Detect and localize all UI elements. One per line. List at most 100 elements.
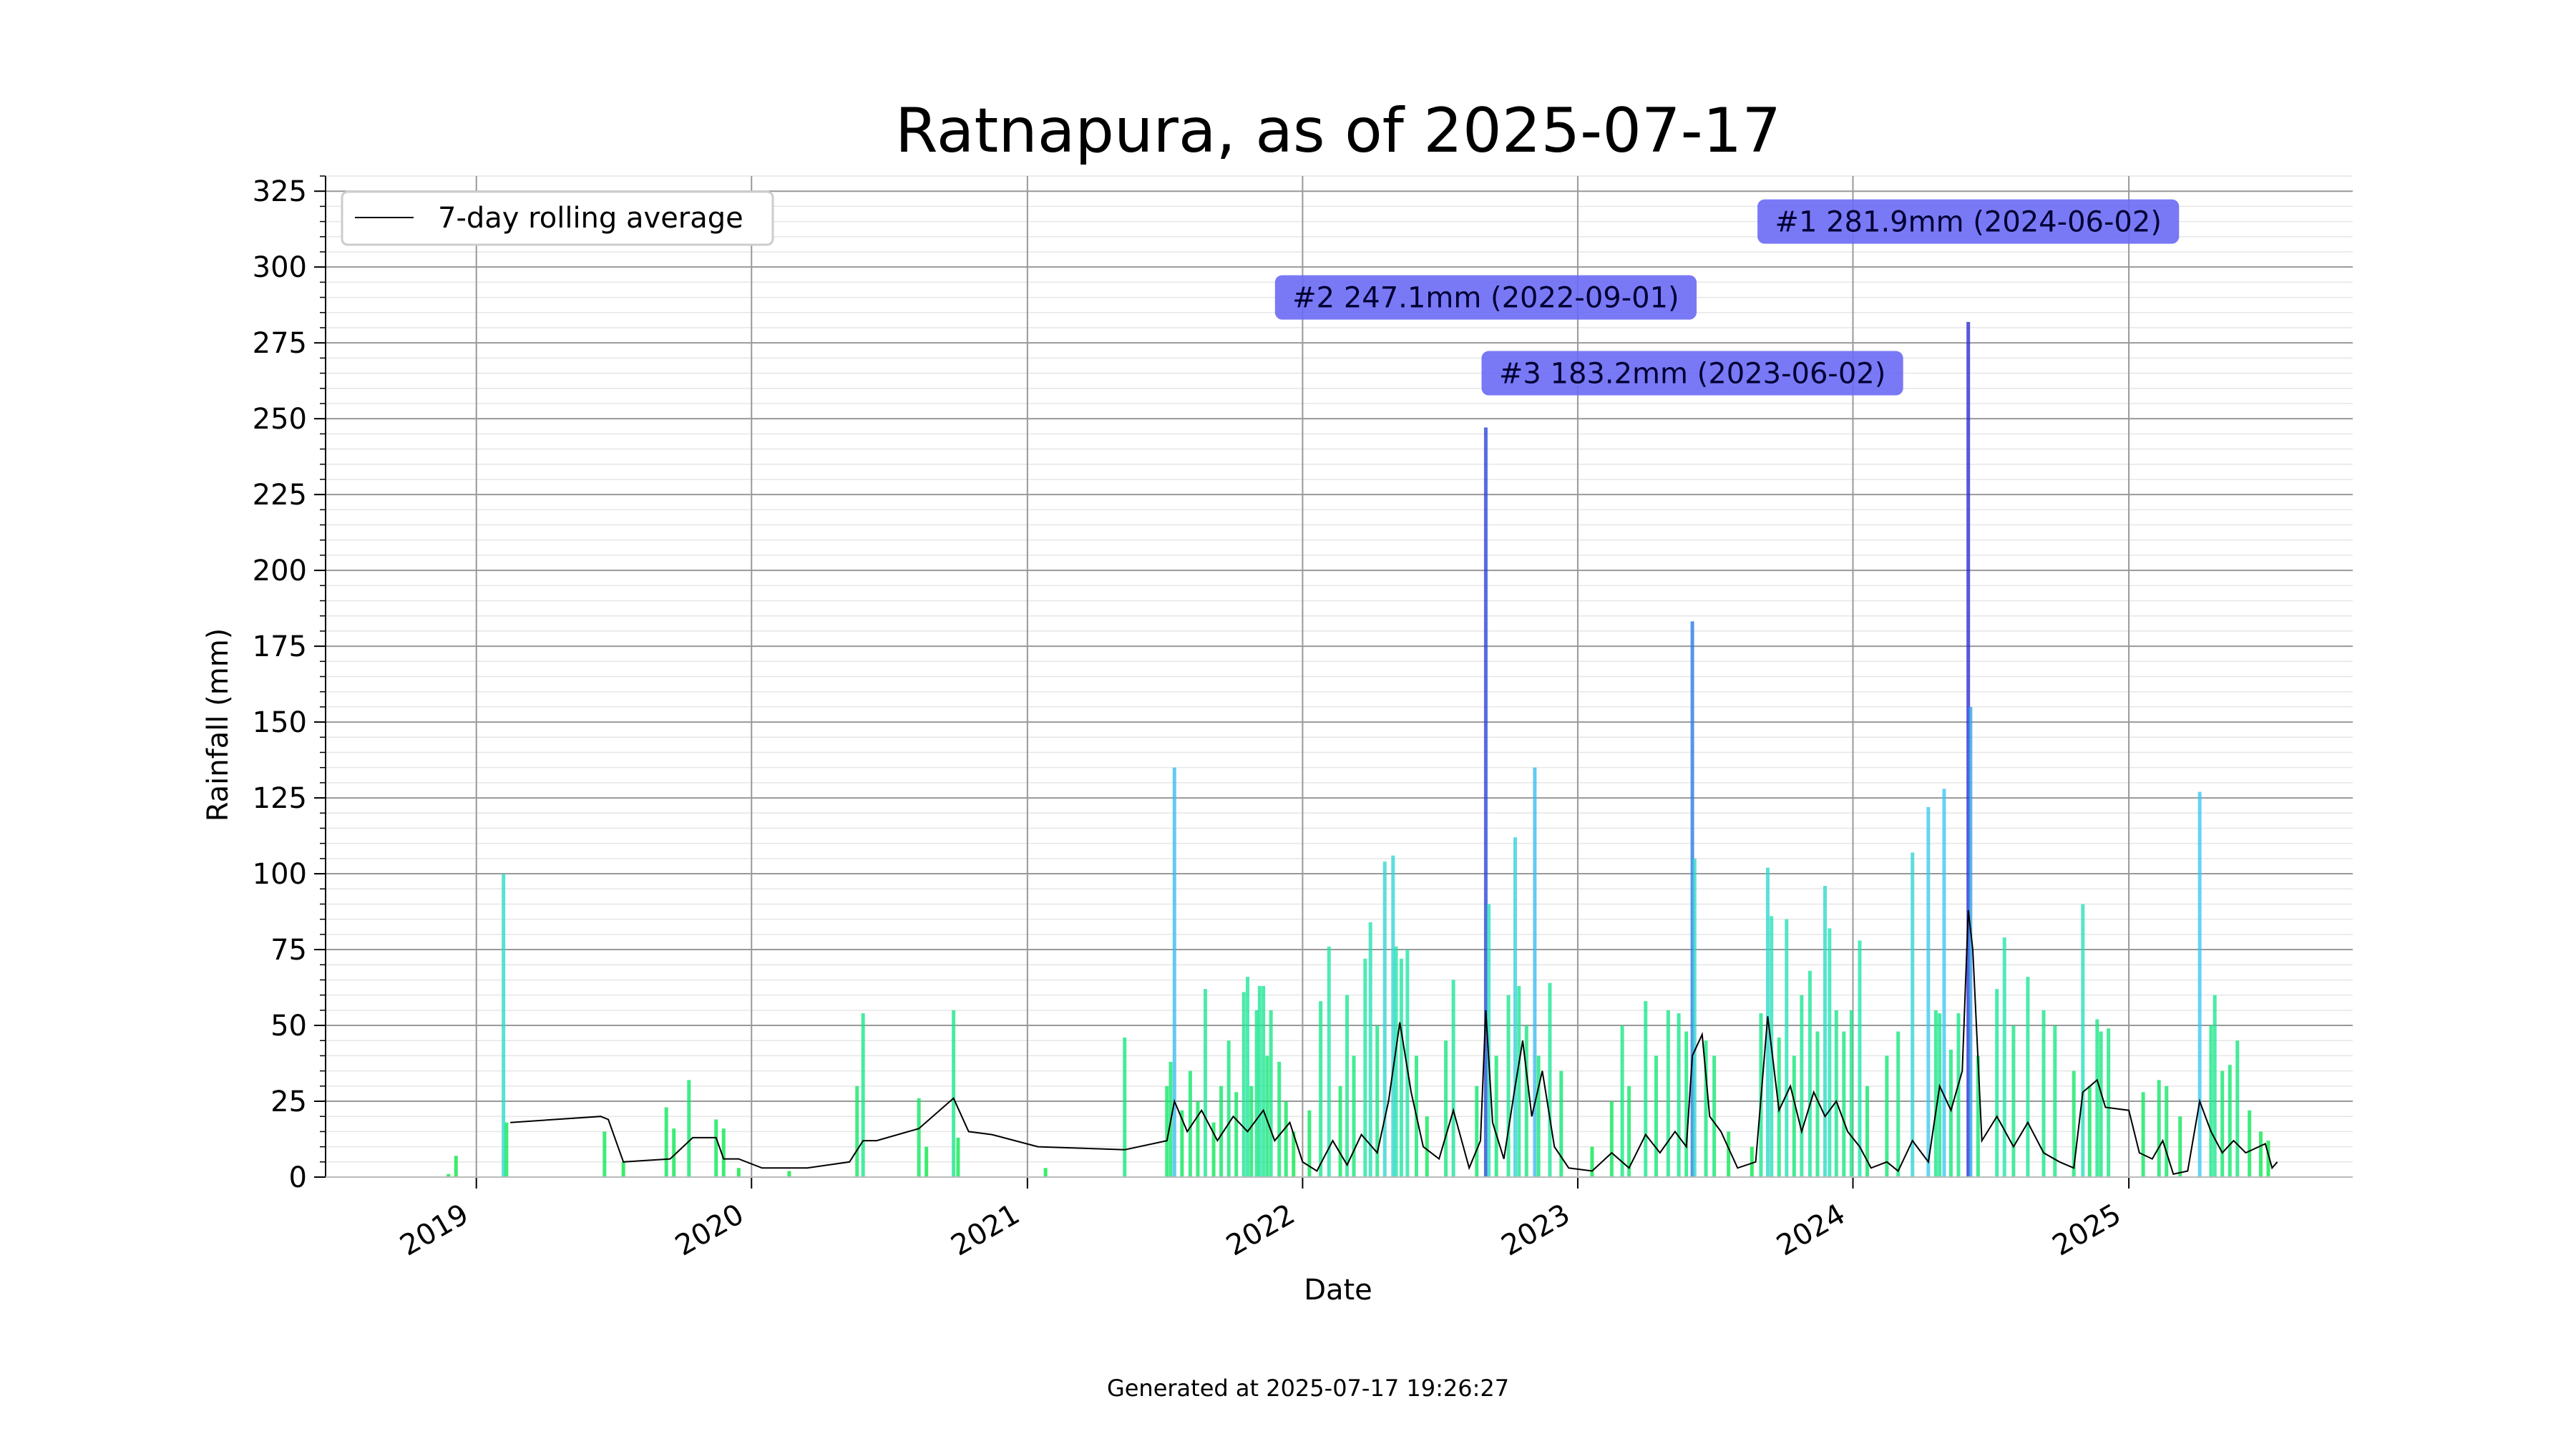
rainfall-bar (1375, 1025, 1380, 1177)
rainfall-bar (924, 1146, 929, 1177)
rainfall-bar (1188, 1070, 1192, 1177)
annotation-box-2 (1274, 275, 1697, 320)
y-tick-label: 300 (253, 251, 307, 284)
generated-timestamp: Generated at 2025-07-17 19:26:27 (1107, 1375, 1509, 1402)
rainfall-bar (1800, 995, 1804, 1177)
rainfall-bar (1858, 940, 1862, 1177)
rainfall-bar (1712, 1055, 1717, 1177)
rainfall-bar (1363, 958, 1367, 1177)
rainfall-bar (1968, 706, 1973, 1177)
rainfall-bar (1692, 858, 1697, 1177)
rainfall-bar (1750, 1146, 1754, 1177)
rainfall-bar (664, 1107, 668, 1177)
rainfall-bar (2087, 1085, 2092, 1177)
rainfall-bar (447, 1174, 451, 1177)
rainfall-bar (2209, 1025, 2213, 1177)
rainfall-bar (1338, 1085, 1342, 1177)
rainfall-bar (1506, 995, 1511, 1177)
rainfall-bar (1896, 1031, 1901, 1177)
rainfall-bar (1211, 1122, 1216, 1177)
rainfall-bar (1517, 985, 1521, 1177)
rainfall-bar (1494, 1055, 1498, 1177)
rainfall-bar (1627, 1085, 1631, 1177)
rainfall-bar (787, 1171, 791, 1177)
annotation-label-2: #2 247.1mm (2022-09-01) (1292, 282, 1679, 315)
rainfall-bar (621, 1161, 625, 1177)
rainfall-bar (2248, 1110, 2252, 1177)
rolling-average-line (510, 909, 2278, 1175)
minor-gridlines (326, 175, 2353, 1163)
rainfall-bar (1257, 985, 1262, 1177)
rainfall-bar (1284, 1101, 1288, 1177)
rainfall-bar (1399, 958, 1403, 1177)
y-axis-label: Rainfall (mm) (202, 628, 235, 822)
y-tick-label: 225 (253, 479, 307, 512)
rainfall-bar (2266, 1141, 2270, 1177)
rainfall-bar (2041, 1010, 2046, 1177)
rainfall-bar (1241, 992, 1246, 1177)
rainfall-bar (1620, 1025, 1624, 1177)
rainfall-bar (855, 1085, 859, 1177)
rainfall-bar (1815, 1031, 1820, 1177)
rainfall-bar (1172, 767, 1176, 1177)
x-axis-label: Date (1304, 1274, 1372, 1307)
rainfall-bar (1834, 1010, 1838, 1177)
rainfall-bar (1533, 767, 1537, 1177)
rainfall-bar (1219, 1085, 1224, 1177)
rainfall-bar (1966, 321, 1971, 1178)
y-tick-label: 100 (253, 858, 307, 891)
rolling-average-series (510, 909, 2278, 1175)
rainfall-bar (1828, 928, 1832, 1177)
rainfall-bar (1327, 946, 1331, 1177)
rainfall-bar (1180, 1110, 1184, 1177)
rainfall-bar (2081, 904, 2085, 1177)
rainfall-bar (602, 1131, 607, 1177)
peak-annotations: #1 281.9mm (2024-06-02) #2 247.1mm (2022-… (1274, 199, 2180, 396)
rainfall-bar (1262, 985, 1266, 1177)
y-tick-label: 150 (253, 706, 307, 739)
rainfall-bar (1792, 1055, 1796, 1177)
rainfall-bar (2026, 977, 2030, 1177)
legend-box (341, 190, 774, 246)
rainfall-bar (1785, 919, 1789, 1177)
rainfall-bar (1865, 1085, 1870, 1177)
rainfall-bar (956, 1137, 960, 1177)
rainfall-bar (2220, 1070, 2225, 1177)
rainfall-bar (2178, 1116, 2182, 1177)
rainfall-bar (672, 1128, 676, 1177)
rainfall-bar (1609, 1101, 1614, 1177)
rainfall-bar (1394, 946, 1398, 1177)
rainfall-bar (721, 1128, 726, 1177)
rainfall-bar (454, 1156, 458, 1177)
rainfall-bar (1245, 977, 1249, 1177)
rainfall-bar (1123, 1037, 1127, 1177)
rainfall-bar (1807, 970, 1812, 1177)
rainfall-bar (736, 1168, 741, 1177)
rainfall-bar (1536, 1055, 1541, 1177)
annotation-label-1: #1 281.9mm (2024-06-02) (1775, 206, 2162, 239)
rainfall-bar (1234, 1092, 1239, 1177)
rainfall-bar (2197, 791, 2202, 1177)
rainfall-bar (714, 1119, 718, 1177)
rainfall-bar (2053, 1025, 2057, 1177)
rainfall-bar (1823, 886, 1828, 1177)
rainfall-bar (2235, 1040, 2240, 1177)
rainfall-bar (1382, 862, 1387, 1177)
rainfall-bar (2141, 1092, 2145, 1177)
rainfall-bar (1948, 1049, 1953, 1177)
annotation-label-3: #3 183.2mm (2023-06-02) (1499, 358, 1886, 391)
rainfall-bar (861, 1013, 865, 1177)
rainfall-bar (1475, 1085, 1479, 1177)
rainfall-bar (2099, 1031, 2103, 1177)
rainfall-bar (1590, 1146, 1594, 1177)
rainfall-bar (504, 1122, 509, 1177)
rainfall-bar (1444, 1040, 1448, 1177)
legend-entry-rolling: 7-day rolling average (438, 202, 743, 235)
rainfall-bar (1203, 989, 1207, 1177)
rainfall-bar (1269, 1010, 1273, 1177)
rainfall-bar (1483, 427, 1488, 1177)
rainfall-bar (1911, 852, 1915, 1177)
rainfall-bar (2072, 1070, 2076, 1177)
rainfall-bar (1043, 1168, 1048, 1177)
